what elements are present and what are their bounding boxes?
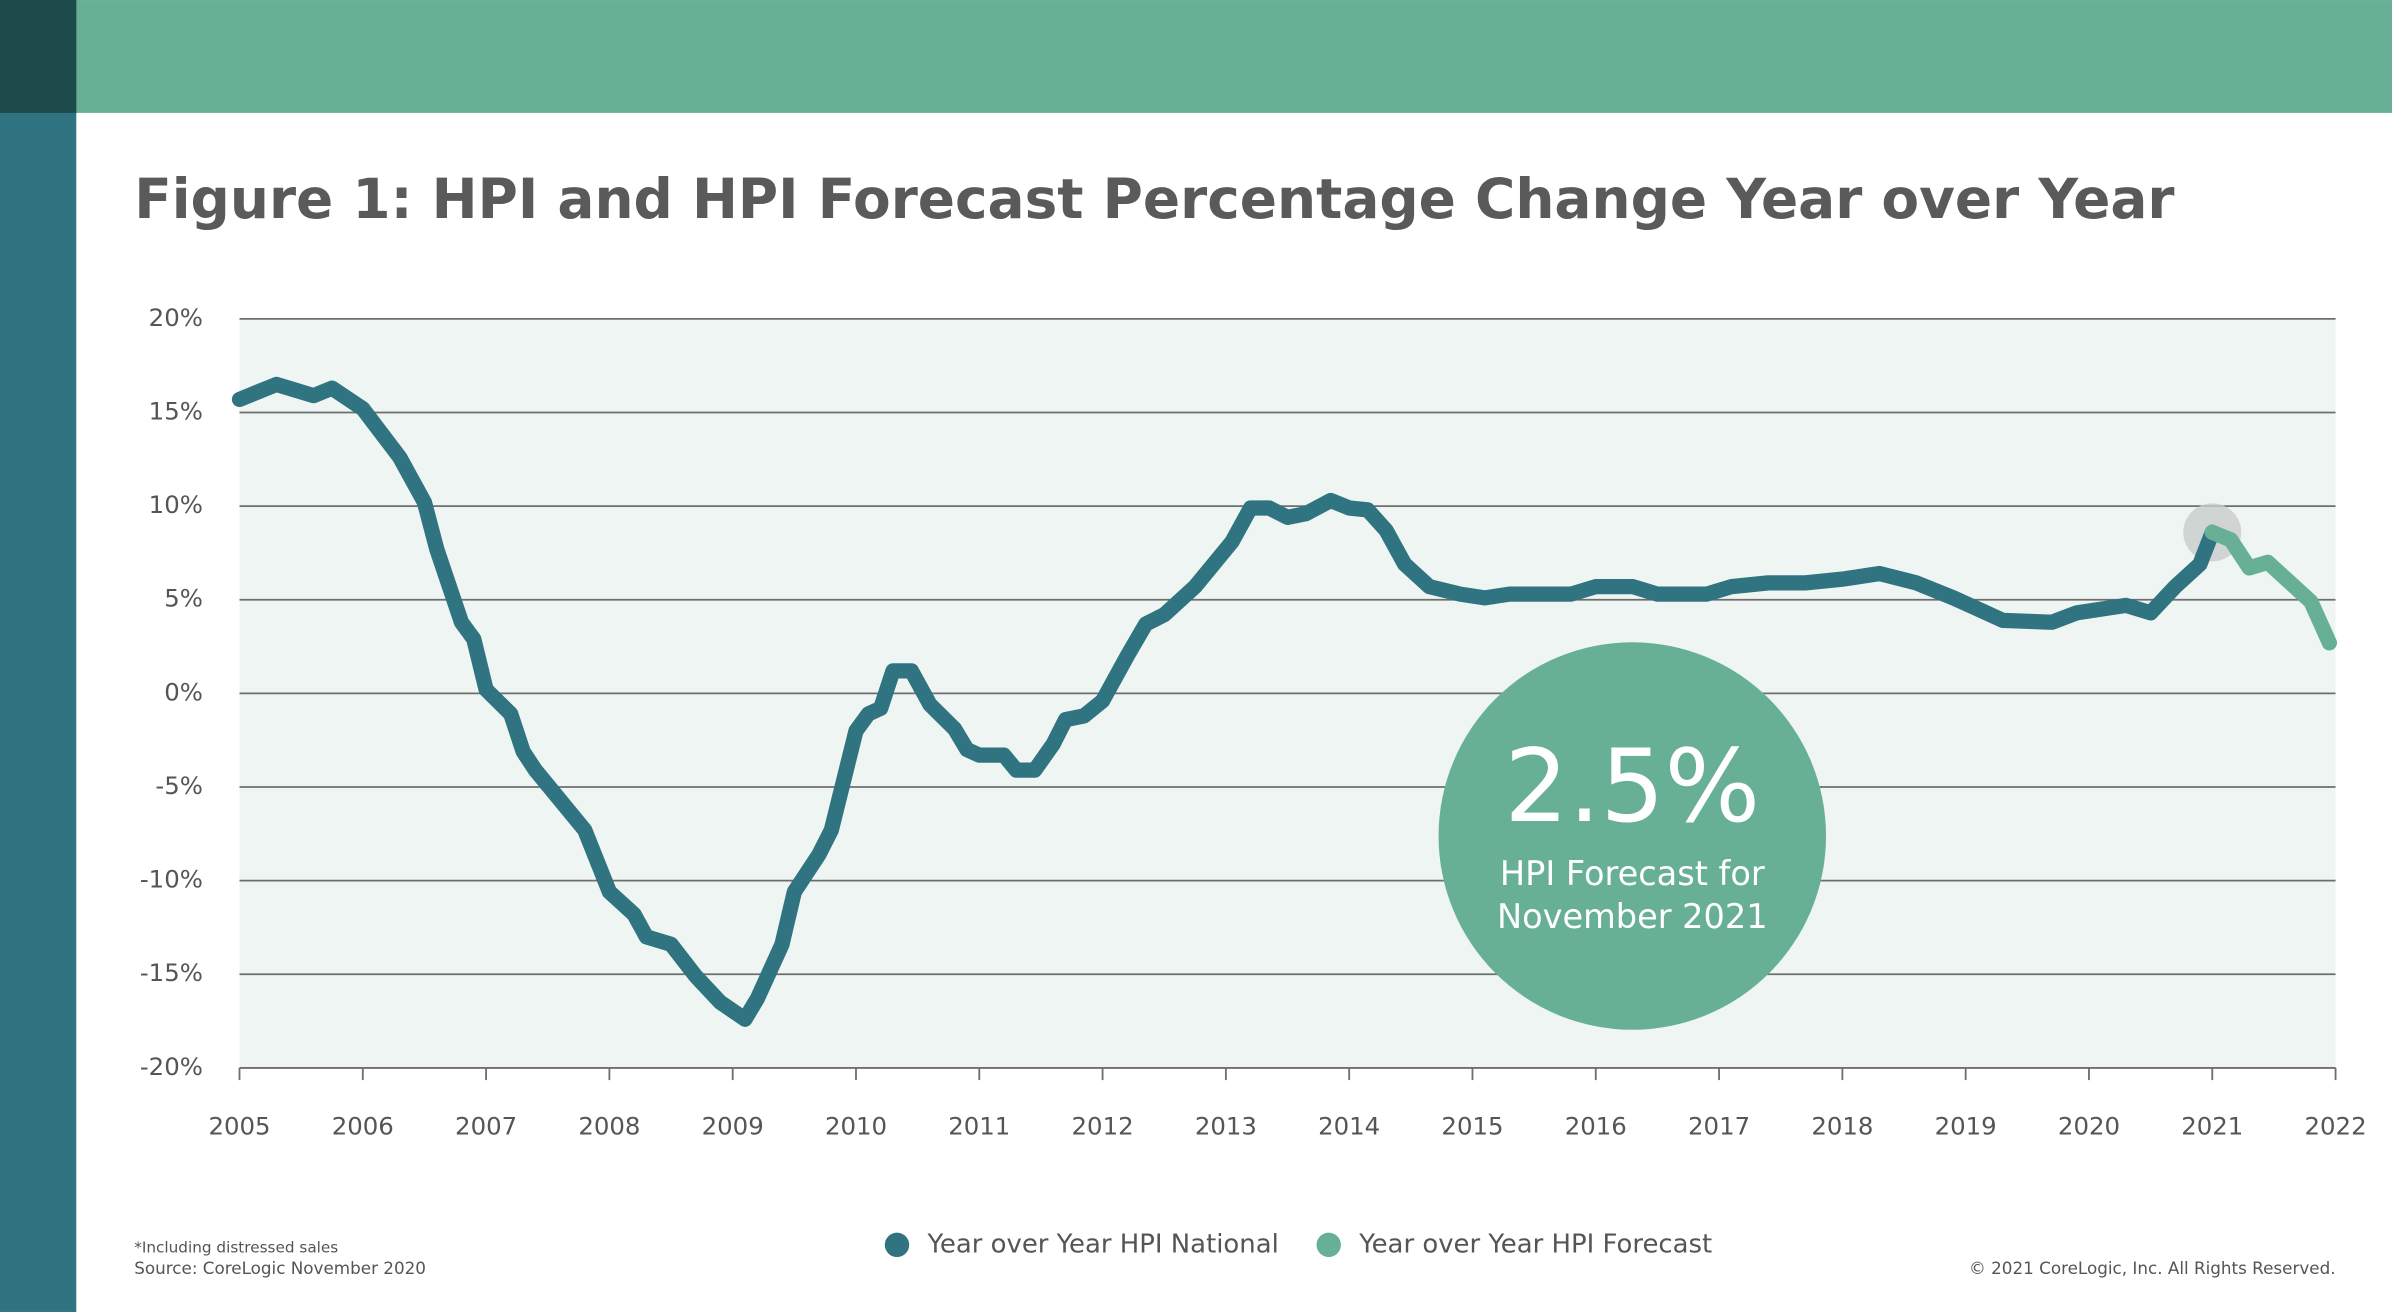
- x-tick-label: 2019: [1935, 1111, 1997, 1140]
- copyright: © 2021 CoreLogic, Inc. All Rights Reserv…: [1969, 1258, 2336, 1278]
- annotation-value: 2.5%: [1504, 728, 1760, 845]
- x-tick-label: 2011: [948, 1111, 1010, 1140]
- x-tick-label: 2005: [208, 1111, 270, 1140]
- x-tick-label: 2018: [1811, 1111, 1873, 1140]
- header-band: [0, 0, 2392, 113]
- chart-title: Figure 1: HPI and HPI Forecast Percentag…: [134, 167, 2174, 231]
- x-tick-label: 2009: [702, 1111, 764, 1140]
- corner-block: [0, 0, 77, 113]
- legend-marker: [884, 1232, 910, 1258]
- x-tick-label: 2014: [1318, 1111, 1380, 1140]
- x-tick-label: 2020: [2058, 1111, 2120, 1140]
- x-tick-label: 2010: [825, 1111, 887, 1140]
- annotation-bubble: [1438, 642, 1827, 1030]
- legend-label: Year over Year HPI National: [927, 1229, 1279, 1259]
- series-line: [2204, 524, 2338, 651]
- x-tick-label: 2007: [455, 1111, 517, 1140]
- series-line: [231, 376, 2220, 1027]
- x-tick-label: 2013: [1195, 1111, 1257, 1140]
- y-tick-label: 15%: [149, 396, 203, 425]
- source: Source: CoreLogic November 2020: [134, 1258, 426, 1278]
- x-tick-label: 2006: [332, 1111, 394, 1140]
- x-tick-label: 2021: [2181, 1111, 2243, 1140]
- y-tick-label: -10%: [140, 865, 203, 894]
- x-tick-label: 2017: [1688, 1111, 1750, 1140]
- x-tick-label: 2015: [1441, 1111, 1503, 1140]
- y-tick-label: 10%: [149, 490, 203, 519]
- y-tick-label: -20%: [140, 1052, 203, 1081]
- y-tick-label: 5%: [164, 584, 203, 613]
- side-band: [0, 0, 77, 1312]
- annotation-text: HPI Forecast for: [1500, 854, 1765, 893]
- legend-label: Year over Year HPI Forecast: [1358, 1229, 1712, 1259]
- x-tick-label: 2008: [578, 1111, 640, 1140]
- x-tick-label: 2016: [1565, 1111, 1627, 1140]
- y-tick-label: -5%: [155, 771, 203, 800]
- x-tick-label: 2022: [2305, 1111, 2367, 1140]
- y-tick-label: 20%: [149, 303, 203, 332]
- y-tick-label: -15%: [140, 958, 203, 987]
- x-tick-label: 2012: [1072, 1111, 1134, 1140]
- y-tick-label: 0%: [164, 677, 203, 706]
- annotation-text: November 2021: [1497, 897, 1768, 936]
- legend-marker: [1316, 1232, 1341, 1258]
- note: *Including distressed sales: [134, 1238, 338, 1256]
